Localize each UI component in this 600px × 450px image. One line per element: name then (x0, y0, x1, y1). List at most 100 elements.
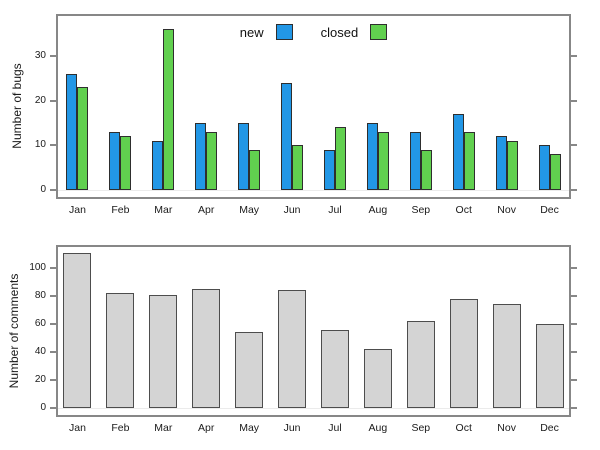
bugs-y-tick-left (50, 144, 56, 147)
comments-x-tick-label-nov: Nov (497, 422, 516, 434)
bugs-bar-new-jan (66, 74, 78, 190)
comments-y-tick-right (571, 267, 577, 269)
bugs-bar-new-apr (195, 123, 207, 190)
comments-bar-comments-may (235, 332, 264, 408)
comments-bar-comments-jul (320, 330, 349, 408)
bugs-plot-frame (56, 14, 571, 199)
comments-y-tick-right (571, 351, 577, 353)
bugs-bar-closed-sep (420, 150, 432, 190)
legend-label-closed: closed (320, 24, 359, 40)
bugs-y-tick-label: 0 (40, 184, 46, 195)
comments-x-tick-label-jun: Jun (283, 422, 301, 434)
comments-y-tick-label: 100 (29, 262, 46, 273)
comments-bar-comments-nov (492, 304, 521, 408)
bugs-x-tick-label-oct: Oct (455, 204, 472, 216)
bugs-bar-new-sep (409, 132, 421, 190)
bugs-bar-new-nov (495, 136, 507, 190)
bugs-y-tick-label: 30 (34, 49, 46, 61)
legend-label-new: new (239, 24, 264, 40)
bugs-bar-closed-may (249, 150, 261, 190)
comments-x-tick-label-oct: Oct (455, 422, 472, 434)
bugs-bar-new-mar (152, 141, 164, 190)
comments-y-tick-label: 80 (34, 290, 46, 301)
bugs-y-tick-left (50, 99, 56, 102)
bugs-bar-new-may (238, 123, 250, 190)
bugs-bar-new-oct (452, 114, 464, 190)
legend-swatch-new-icon (275, 24, 293, 40)
bugs-bar-closed-jul (334, 127, 346, 190)
comments-x-tick-label-apr: Apr (198, 422, 215, 434)
bugs-bar-new-aug (366, 123, 378, 190)
comments-bar-comments-jan (63, 253, 92, 408)
comments-x-tick-label-jan: Jan (68, 422, 86, 434)
bugs-y-tick-left (50, 189, 56, 191)
comments-y-tick-label: 60 (34, 318, 46, 329)
bugs-x-tick-label-feb: Feb (111, 204, 130, 216)
comments-y-tick-left (50, 379, 56, 381)
bugs-bar-closed-mar (163, 29, 175, 190)
comments-bar-comments-apr (192, 289, 221, 408)
bugs-bar-closed-aug (377, 132, 389, 190)
bugs-bar-closed-nov (506, 141, 518, 190)
comments-x-tick-label-may: May (239, 422, 260, 434)
bugs-y-tick-right (571, 189, 577, 191)
bugs-bar-new-jun (281, 83, 293, 190)
bugs-y-tick-right (571, 144, 577, 147)
bugs-bar-new-jul (323, 150, 335, 190)
bugs-bar-closed-jun (292, 145, 304, 190)
legend-swatch-closed-icon (370, 24, 388, 40)
comments-y-tick-right (571, 407, 577, 409)
comments-y-tick-left (50, 407, 56, 409)
bugs-x-tick-label-mar: Mar (154, 204, 173, 216)
comments-x-tick-label-aug: Aug (368, 422, 388, 434)
comments-x-tick-label-sep: Sep (411, 422, 431, 434)
comments-y-tick-label: 40 (34, 346, 46, 357)
comments-y-tick-left (50, 295, 56, 297)
bugs-legend: new closed (56, 24, 571, 40)
bugs-zero-line (58, 190, 569, 191)
bugs-x-tick-label-jun: Jun (283, 204, 301, 216)
bugs-x-tick-label-aug: Aug (368, 204, 388, 216)
comments-x-tick-label-mar: Mar (154, 422, 173, 434)
comments-y-tick-right (571, 323, 577, 325)
bugs-bar-closed-feb (120, 136, 132, 190)
comments-plot-frame (56, 245, 571, 417)
comments-bar-comments-sep (406, 321, 435, 408)
comments-bar-comments-jun (278, 290, 307, 408)
bugs-x-tick-label-nov: Nov (497, 204, 516, 216)
comments-x-tick-label-dec: Dec (540, 422, 559, 434)
comments-zero-line (58, 408, 569, 409)
comments-bar-comments-aug (363, 349, 392, 408)
bugs-y-tick-label: 10 (34, 139, 46, 151)
bugs-bar-closed-oct (463, 132, 475, 190)
bugs-y-tick-left (50, 54, 56, 57)
bugs-y-axis-title: Number of bugs (10, 63, 24, 149)
bugs-y-tick-right (571, 99, 577, 102)
bugs-x-tick-label-sep: Sep (411, 204, 431, 216)
comments-bar-comments-oct (449, 299, 478, 408)
bugs-bar-closed-jan (77, 87, 89, 190)
comments-y-tick-right (571, 379, 577, 381)
bugs-bar-closed-apr (206, 132, 218, 190)
bugs-bar-closed-dec (549, 154, 561, 190)
comments-y-tick-left (50, 323, 56, 325)
comments-bar-comments-feb (106, 293, 135, 408)
comments-y-tick-left (50, 351, 56, 353)
bugs-y-tick-right (571, 54, 577, 57)
comments-bar-comments-dec (535, 324, 564, 408)
comments-x-tick-label-feb: Feb (111, 422, 130, 434)
bugs-x-tick-label-dec: Dec (540, 204, 559, 216)
comments-y-tick-right (571, 295, 577, 297)
bugs-x-tick-label-jan: Jan (68, 204, 86, 216)
comments-y-tick-label: 0 (40, 402, 46, 413)
comments-x-tick-label-jul: Jul (328, 422, 342, 434)
bugs-x-tick-label-may: May (239, 204, 260, 216)
bugs-x-tick-label-jul: Jul (328, 204, 342, 216)
comments-y-tick-left (50, 267, 56, 269)
comments-y-tick-label: 20 (34, 374, 46, 385)
bugs-bar-new-feb (109, 132, 121, 190)
bugs-x-tick-label-apr: Apr (198, 204, 215, 216)
bugs-bar-new-dec (538, 145, 550, 190)
comments-bar-comments-mar (149, 295, 178, 408)
